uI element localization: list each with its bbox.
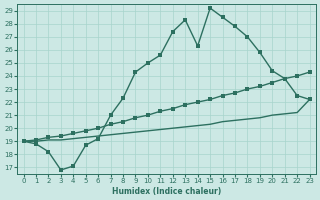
X-axis label: Humidex (Indice chaleur): Humidex (Indice chaleur)	[112, 187, 221, 196]
